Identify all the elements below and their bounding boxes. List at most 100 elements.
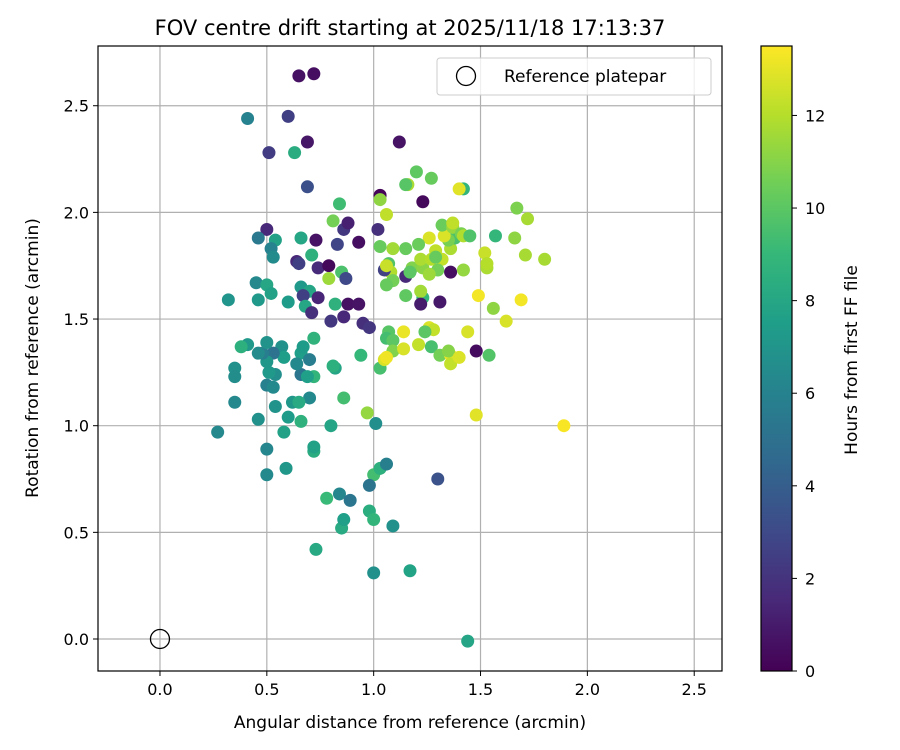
data-point: [260, 336, 274, 350]
data-point: [311, 261, 325, 275]
data-point: [429, 250, 443, 264]
data-point: [300, 180, 314, 194]
data-point: [322, 272, 336, 286]
data-point: [409, 165, 423, 179]
data-point: [303, 353, 317, 367]
legend-marker: [455, 65, 477, 87]
data-point: [386, 333, 400, 347]
data-point: [281, 109, 295, 123]
x-tick-label: 1.5: [468, 680, 493, 699]
colorbar-ticks: 0 2 4 6 8 10 12: [792, 106, 825, 681]
data-point: [482, 348, 496, 362]
y-axis-label: Rotation from reference (arcmin): [23, 218, 43, 498]
data-point: [322, 259, 336, 273]
data-point: [337, 391, 351, 405]
scatter-points: [211, 67, 571, 648]
data-point: [486, 301, 500, 315]
data-point: [277, 350, 291, 364]
x-tick-label: 0.5: [254, 680, 279, 699]
data-point: [251, 231, 265, 245]
data-point: [379, 350, 393, 364]
legend-label: Reference platepar: [504, 67, 666, 87]
data-point: [392, 135, 406, 149]
y-tick-label: 2.0: [64, 203, 89, 222]
plot-frame: [97, 45, 723, 672]
data-point: [441, 344, 455, 358]
data-point: [456, 263, 470, 277]
data-point: [352, 297, 366, 311]
colorbar-label: Hours from first FF file: [842, 265, 862, 455]
data-point: [251, 412, 265, 426]
data-point: [469, 344, 483, 358]
colorbar-tick-label: 6: [805, 384, 815, 403]
data-point: [352, 235, 366, 249]
data-point: [309, 542, 323, 556]
data-point: [341, 216, 355, 230]
data-point: [399, 242, 413, 256]
data-point: [437, 229, 451, 243]
y-axis-ticks: 0.0 0.5 1.0 1.5 2.0 2.5: [64, 97, 98, 649]
data-point: [367, 513, 381, 527]
data-point: [416, 195, 430, 209]
data-point: [461, 634, 475, 648]
data-point: [433, 295, 447, 309]
reference-marker: [149, 628, 171, 650]
data-point: [418, 325, 432, 339]
data-point: [422, 231, 436, 245]
x-tick-label: 1.0: [361, 680, 386, 699]
data-point: [305, 248, 319, 262]
data-point: [324, 314, 338, 328]
data-point: [343, 493, 357, 507]
data-point: [320, 491, 334, 505]
data-point: [221, 293, 235, 307]
y-tick-label: 0.0: [64, 630, 89, 649]
data-point: [326, 214, 340, 228]
data-point: [332, 197, 346, 211]
data-point: [362, 478, 376, 492]
data-point: [399, 178, 413, 192]
colorbar-tick-label: 12: [805, 106, 825, 125]
y-tick-label: 0.5: [64, 523, 89, 542]
data-point: [354, 348, 368, 362]
data-point: [264, 286, 278, 300]
data-point: [260, 222, 274, 236]
data-point: [514, 293, 528, 307]
data-point: [412, 338, 426, 352]
data-point: [307, 331, 321, 345]
data-point: [510, 201, 524, 215]
data-point: [281, 410, 295, 424]
y-tick-label: 1.0: [64, 417, 89, 436]
data-point: [294, 414, 308, 428]
colorbar: [760, 45, 793, 672]
data-point: [292, 395, 306, 409]
data-point: [518, 248, 532, 262]
data-point: [251, 346, 265, 360]
data-point: [369, 417, 383, 431]
data-point: [249, 276, 263, 290]
data-point: [303, 391, 317, 405]
data-point: [488, 229, 502, 243]
data-point: [463, 229, 477, 243]
colorbar-tick-label: 0: [805, 662, 815, 681]
data-point: [292, 257, 306, 271]
data-point: [360, 406, 374, 420]
data-point: [403, 564, 417, 578]
data-point: [399, 289, 413, 303]
data-point: [292, 69, 306, 83]
chart-title: FOV centre drift starting at 2025/11/18 …: [155, 16, 666, 40]
data-point: [290, 357, 304, 371]
data-point: [211, 425, 225, 439]
data-point: [521, 212, 535, 226]
data-point: [461, 325, 475, 339]
data-point: [228, 370, 242, 384]
data-point: [337, 310, 351, 324]
data-point: [414, 252, 428, 266]
data-point: [414, 297, 428, 311]
data-point: [412, 237, 426, 251]
data-point: [424, 340, 438, 354]
colorbar-tick-label: 4: [805, 477, 815, 496]
y-tick-label: 1.5: [64, 310, 89, 329]
x-tick-label: 2.5: [681, 680, 706, 699]
data-point: [444, 265, 458, 279]
data-point: [386, 519, 400, 533]
